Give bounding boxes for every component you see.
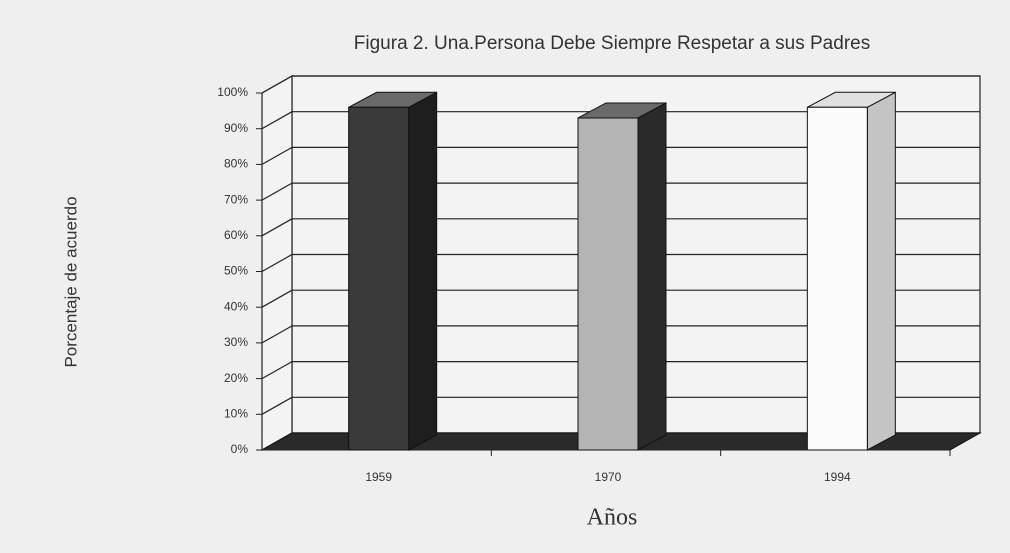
- x-tick-label: 1970: [595, 470, 622, 484]
- grid-line: [261, 111, 293, 130]
- x-axis-label: Años: [587, 505, 638, 531]
- bar-side: [408, 91, 438, 451]
- bar-side: [866, 91, 896, 451]
- grid-line: [261, 253, 293, 273]
- x-tick-label: 1994: [824, 470, 851, 484]
- grid-line: [261, 146, 293, 165]
- grid-line: [261, 75, 293, 94]
- y-tick-label: 100%: [217, 85, 248, 99]
- y-axis-label: Porcentaje de acuerdo: [61, 196, 80, 367]
- y-tick-label: 40%: [224, 299, 248, 313]
- chart-title: Figura 2. Una.Persona Debe Siempre Respe…: [354, 33, 870, 54]
- y-tick-label: 70%: [224, 192, 248, 206]
- bar: [577, 117, 639, 451]
- y-tick-label: 90%: [224, 121, 248, 135]
- grid-line: [261, 396, 293, 415]
- y-tick-label: 0%: [231, 442, 249, 456]
- bar: [806, 106, 868, 451]
- bar-side: [637, 102, 667, 451]
- y-tick-label: 20%: [224, 371, 248, 385]
- y-tick-label: 50%: [224, 264, 248, 278]
- grid-line: [261, 218, 293, 237]
- x-tick-label: 1959: [365, 470, 392, 484]
- grid-line: [261, 289, 293, 308]
- y-tick-label: 10%: [224, 406, 248, 420]
- y-tick-label: 80%: [224, 157, 248, 171]
- bar: [348, 106, 410, 451]
- grid-line: [261, 361, 293, 380]
- grid-line: [261, 325, 293, 344]
- grid-line: [261, 182, 293, 201]
- y-tick-label: 30%: [224, 335, 248, 349]
- y-tick-label: 60%: [224, 228, 248, 242]
